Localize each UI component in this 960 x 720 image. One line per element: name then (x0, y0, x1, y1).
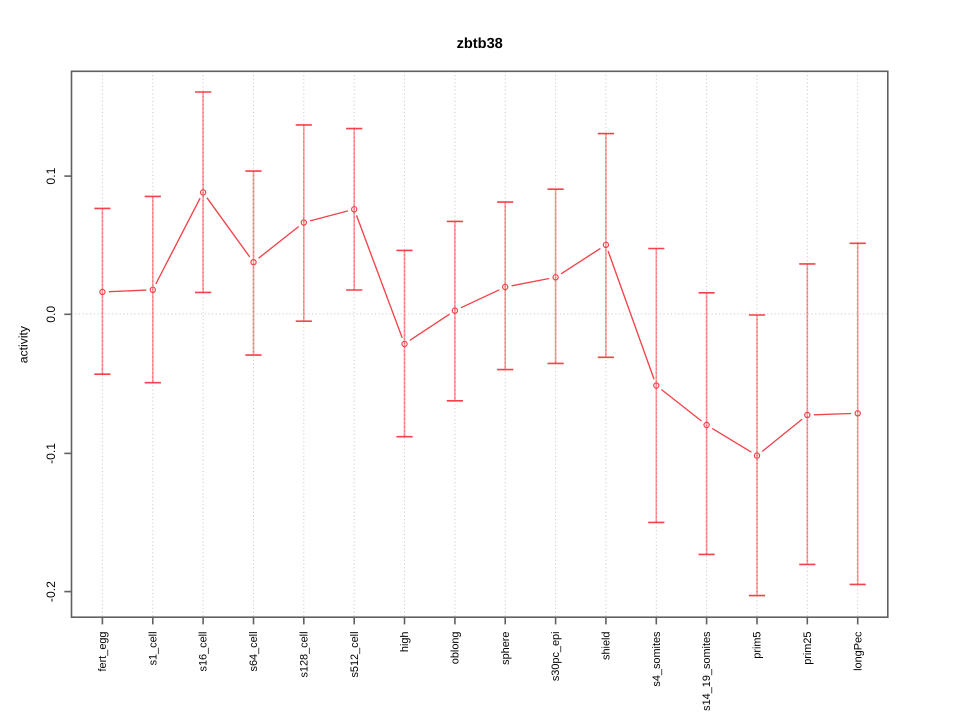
svg-text:high: high (399, 632, 411, 653)
svg-text:-0.1: -0.1 (44, 443, 58, 464)
svg-text:s4_somites: s4_somites (651, 631, 663, 687)
svg-text:s14_19_somites: s14_19_somites (701, 631, 713, 711)
svg-text:shield: shield (601, 632, 613, 660)
svg-text:sphere: sphere (500, 632, 512, 665)
svg-text:s512_cell: s512_cell (349, 632, 361, 678)
svg-text:s30pc_epi: s30pc_epi (550, 632, 562, 682)
svg-text:activity: activity (17, 325, 31, 363)
svg-text:0.0: 0.0 (44, 306, 58, 323)
svg-text:s1_cell: s1_cell (147, 632, 159, 666)
svg-text:oblong: oblong (450, 632, 462, 665)
svg-text:prim25: prim25 (802, 632, 814, 665)
svg-text:longPec: longPec (852, 631, 864, 671)
svg-text:0.1: 0.1 (44, 167, 58, 184)
svg-text:-0.2: -0.2 (44, 581, 58, 602)
svg-text:s16_cell: s16_cell (198, 632, 210, 672)
svg-text:s128_cell: s128_cell (298, 632, 310, 678)
svg-text:zbtb38: zbtb38 (457, 36, 503, 52)
svg-text:prim5: prim5 (752, 632, 764, 659)
svg-text:fert_egg: fert_egg (97, 632, 109, 672)
svg-text:s64_cell: s64_cell (248, 632, 260, 672)
